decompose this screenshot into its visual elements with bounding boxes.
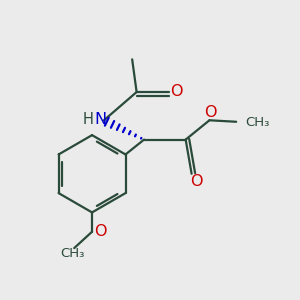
Text: H: H (82, 112, 93, 127)
Text: CH₃: CH₃ (61, 247, 85, 260)
Text: O: O (170, 84, 183, 99)
Text: N: N (94, 112, 106, 127)
Text: CH₃: CH₃ (246, 116, 270, 129)
Text: O: O (190, 174, 202, 189)
Text: O: O (94, 224, 106, 238)
Text: O: O (204, 105, 216, 120)
